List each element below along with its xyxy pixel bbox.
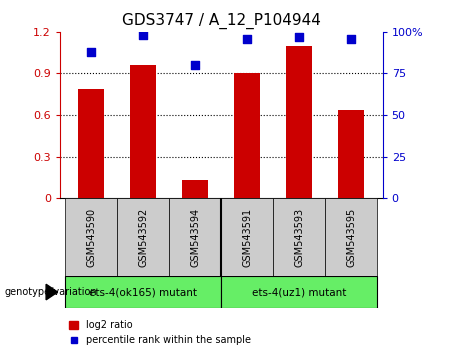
Point xyxy=(192,62,199,68)
Bar xyxy=(325,198,378,276)
Bar xyxy=(338,109,364,198)
Text: GSM543592: GSM543592 xyxy=(138,207,148,267)
Bar xyxy=(221,198,273,276)
Bar xyxy=(234,73,260,198)
Bar xyxy=(169,198,221,276)
Text: genotype/variation: genotype/variation xyxy=(5,287,97,297)
Bar xyxy=(65,276,221,308)
Text: GSM543590: GSM543590 xyxy=(86,207,96,267)
Bar xyxy=(117,198,169,276)
Bar xyxy=(221,276,378,308)
Text: GSM543591: GSM543591 xyxy=(242,207,252,267)
Text: GSM543594: GSM543594 xyxy=(190,207,200,267)
Bar xyxy=(130,65,156,198)
Bar xyxy=(65,198,117,276)
Point xyxy=(140,32,147,38)
Text: GSM543595: GSM543595 xyxy=(346,207,356,267)
Point xyxy=(243,36,251,41)
Text: GSM543593: GSM543593 xyxy=(295,207,304,267)
Polygon shape xyxy=(46,284,58,300)
Title: GDS3747 / A_12_P104944: GDS3747 / A_12_P104944 xyxy=(122,13,321,29)
Text: ets-4(uz1) mutant: ets-4(uz1) mutant xyxy=(252,287,347,297)
Text: ets-4(ok165) mutant: ets-4(ok165) mutant xyxy=(89,287,197,297)
Legend: log2 ratio, percentile rank within the sample: log2 ratio, percentile rank within the s… xyxy=(65,316,255,349)
Point xyxy=(296,34,303,40)
Point xyxy=(88,49,95,55)
Bar xyxy=(78,89,104,198)
Bar xyxy=(286,46,313,198)
Bar xyxy=(273,198,325,276)
Point xyxy=(348,36,355,41)
Bar xyxy=(182,180,208,198)
